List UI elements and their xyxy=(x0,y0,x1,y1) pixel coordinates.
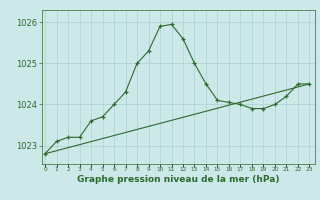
X-axis label: Graphe pression niveau de la mer (hPa): Graphe pression niveau de la mer (hPa) xyxy=(77,175,280,184)
